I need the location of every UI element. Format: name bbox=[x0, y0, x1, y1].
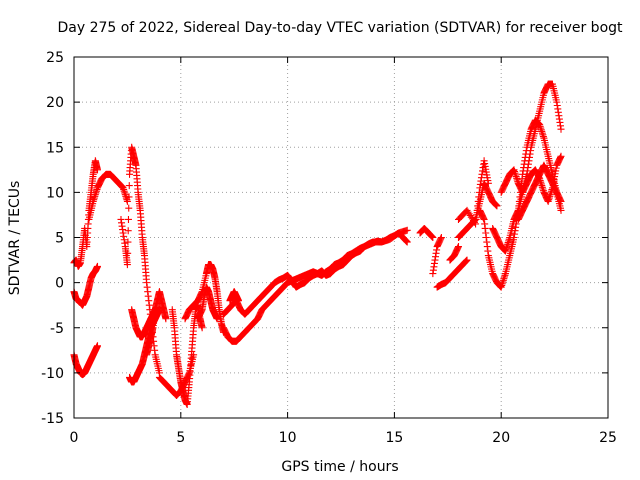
y-tick-label: 15 bbox=[46, 140, 64, 156]
data-point bbox=[493, 202, 501, 210]
axis-layer: 0 5 10 15 20 25 -15 -10 -5 0 5 10 15 20 25 bbox=[41, 50, 617, 446]
series-track-i bbox=[168, 301, 206, 408]
y-tick-label: 10 bbox=[46, 185, 64, 201]
points-layer bbox=[70, 80, 565, 408]
data-point bbox=[213, 315, 221, 323]
y-tick-label: -10 bbox=[41, 366, 64, 382]
data-point bbox=[124, 227, 132, 235]
plot-frame bbox=[73, 56, 609, 419]
series-track-d bbox=[85, 170, 131, 223]
series-track-l bbox=[194, 283, 221, 323]
x-tick-label: 25 bbox=[599, 430, 617, 446]
data-point bbox=[557, 152, 565, 160]
series-track-n bbox=[220, 226, 411, 318]
series-track-r bbox=[416, 224, 437, 241]
data-point bbox=[125, 193, 133, 201]
x-tick-label: 20 bbox=[492, 430, 510, 446]
series-track-j bbox=[143, 288, 170, 359]
chart-title: Day 275 of 2022, Sidereal Day-to-day VTE… bbox=[57, 20, 623, 36]
data-point bbox=[124, 215, 132, 223]
data-point bbox=[454, 243, 462, 251]
data-point bbox=[123, 197, 131, 205]
x-tick-label: 5 bbox=[176, 430, 185, 446]
series-track-g bbox=[128, 306, 159, 341]
y-tick-label: -5 bbox=[50, 321, 64, 337]
y-axis-label: SDTVAR / TECUs bbox=[7, 181, 23, 296]
series-track-b bbox=[70, 262, 101, 309]
data-point bbox=[403, 226, 411, 234]
x-axis-label: GPS time / hours bbox=[281, 459, 398, 475]
data-point bbox=[162, 315, 170, 323]
series-track-p bbox=[429, 234, 445, 278]
series-track-o bbox=[226, 288, 242, 305]
x-tick-label: 10 bbox=[279, 430, 297, 446]
y-tick-label: 25 bbox=[46, 50, 64, 66]
data-point bbox=[557, 125, 565, 133]
series-track-t bbox=[446, 243, 462, 264]
data-point bbox=[557, 197, 565, 205]
series-track-w bbox=[497, 80, 565, 196]
y-tick-label: -15 bbox=[41, 411, 64, 427]
data-point bbox=[234, 297, 242, 305]
data-point bbox=[557, 206, 565, 214]
x-tick-label: 0 bbox=[70, 430, 79, 446]
grid-layer bbox=[74, 57, 608, 418]
series-track-y bbox=[454, 179, 501, 241]
series-track-a bbox=[70, 157, 101, 270]
x-tick-label: 15 bbox=[385, 430, 403, 446]
y-tick-label: 5 bbox=[55, 231, 64, 247]
data-point bbox=[437, 234, 445, 241]
y-tick-label: 0 bbox=[55, 276, 64, 292]
data-point bbox=[93, 262, 101, 270]
series-track-x bbox=[514, 161, 565, 223]
data-point bbox=[123, 261, 131, 269]
data-point bbox=[198, 324, 206, 332]
data-point bbox=[93, 342, 101, 350]
data-point bbox=[403, 238, 411, 246]
data-point bbox=[429, 234, 437, 241]
series-track-q bbox=[433, 256, 471, 291]
data-point bbox=[93, 166, 101, 174]
data-point bbox=[125, 182, 133, 190]
y-tick-label: 20 bbox=[46, 95, 64, 111]
data-point bbox=[125, 204, 133, 212]
data-point bbox=[124, 249, 132, 257]
data-point bbox=[463, 256, 471, 264]
series-track-e bbox=[117, 143, 163, 377]
data-point bbox=[124, 238, 132, 246]
